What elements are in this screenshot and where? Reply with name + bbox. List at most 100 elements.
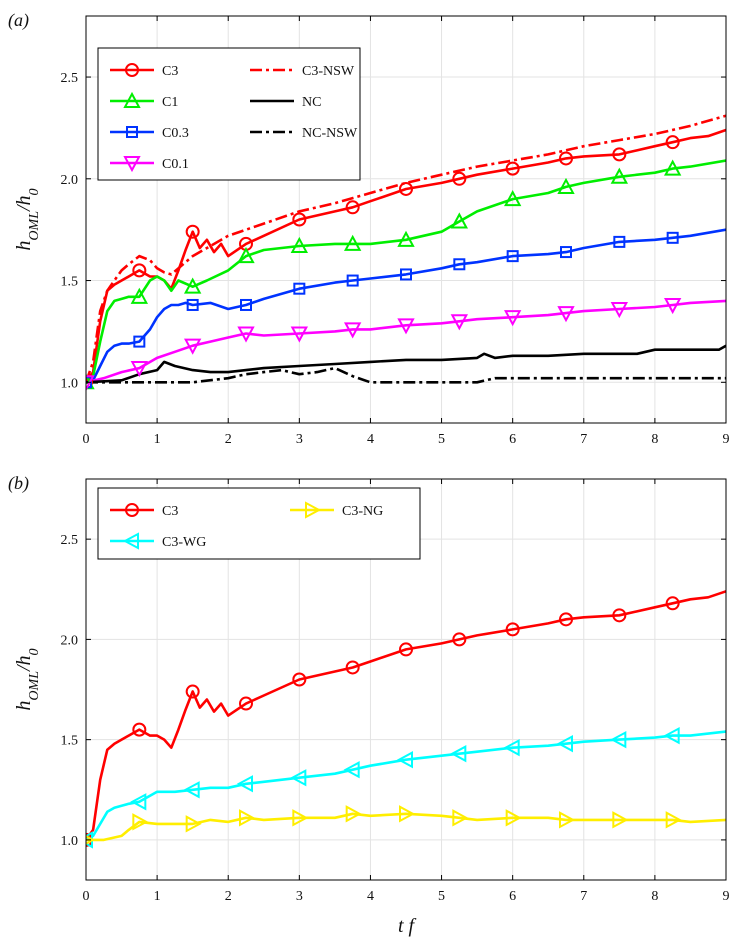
data-point-c3-ng [399, 805, 416, 823]
axes-frame [85, 478, 727, 881]
x-tick-label: 1 [154, 432, 161, 447]
series-line-c0-1 [86, 299, 726, 384]
x-tick-label: 6 [509, 889, 516, 904]
data-point-c1 [290, 236, 309, 253]
data-point-c0-3 [293, 282, 306, 295]
y-tick-label: 1.5 [61, 734, 79, 749]
x-tick-label: 8 [651, 889, 658, 904]
data-point-c3-wg [663, 726, 680, 745]
x-tick-label: 9 [723, 432, 729, 447]
data-point-c3 [452, 171, 467, 186]
data-point-c3 [559, 151, 573, 166]
x-tick-label: 7 [580, 432, 587, 447]
x-tick-label: 4 [367, 889, 374, 904]
data-point-c3-ng [345, 805, 362, 823]
legend-marker-c0-3 [126, 126, 138, 138]
y-tick-label: 2.5 [61, 533, 79, 548]
x-tick-label: 4 [367, 432, 374, 447]
data-point-c0-3 [560, 246, 572, 259]
data-point-c0-1 [130, 361, 149, 378]
series-group [86, 590, 726, 849]
data-point-c3-wg [396, 751, 413, 769]
legend-marker-c3-ng [305, 501, 322, 519]
x-tick-label: 7 [580, 889, 587, 904]
data-point-c0-1 [610, 302, 629, 319]
legend-marker-c1 [123, 91, 141, 108]
data-point-c0-3 [240, 298, 252, 311]
data-point-c0-3 [613, 235, 626, 248]
panel-a: 0 1 2 3 4 5 6 7 8 9 1.0 1.5 2.0 2.5 (a) hOML/h0 C3 C3-NSW… [8, 10, 729, 447]
x-tick-label: 1 [154, 889, 161, 904]
legend-label-c3-ng: C3-NG [342, 504, 383, 519]
x-tick-label: 0 [83, 889, 90, 904]
legend-label-c0-1: C0.1 [162, 157, 189, 172]
data-point-c3 [665, 596, 680, 611]
x-tick-label: 6 [509, 432, 516, 447]
data-point-c3 [452, 632, 467, 647]
legend-marker-c0-1 [123, 156, 141, 173]
data-point-c3-ng [505, 809, 522, 827]
data-point-c3 [345, 200, 360, 215]
data-point-c0-1 [663, 297, 682, 315]
series-line-c3-wg [86, 730, 726, 842]
axes-frame [85, 15, 727, 424]
data-point-c0-3 [453, 258, 466, 271]
x-tick-label: 8 [651, 432, 658, 447]
data-point-c0-1 [450, 314, 469, 331]
data-point-c3 [132, 722, 147, 737]
x-tick-label: 3 [296, 432, 303, 447]
data-point-c3 [665, 135, 680, 150]
panel-b: 0 1 2 3 4 5 6 7 8 9 1.0 1.5 2.0 2.5 (b) hOML/h0 t f C3 C3-… [8, 473, 729, 937]
x-tick-label: 2 [225, 432, 232, 447]
data-point-c1 [237, 247, 255, 264]
data-point-c1 [450, 212, 469, 229]
data-point-c0-1 [290, 326, 309, 343]
series-line-c0-3 [86, 228, 726, 384]
data-point-c3-ng [292, 809, 309, 827]
data-point-c3-wg [236, 775, 253, 793]
data-point-c3 [559, 612, 573, 627]
data-point-c3-ng [132, 813, 149, 831]
legend: C3 C3-NG C3-WG [97, 487, 421, 560]
data-point-c0-3 [186, 298, 199, 311]
data-point-c3-ng [239, 809, 256, 827]
data-point-c1 [183, 277, 202, 294]
data-point-c3 [132, 263, 147, 278]
x-tick-label: 2 [225, 889, 232, 904]
y-tick-label: 1.0 [61, 834, 79, 849]
series-line-nc-nsw [86, 366, 726, 384]
legend-marker-c3 [125, 503, 139, 517]
legend-label-c0-3: C0.3 [162, 126, 189, 141]
legend-label-c3-nsw: C3-NSW [302, 64, 355, 79]
legend-label-nc-nsw: NC-NSW [302, 126, 358, 141]
legend-label-c3-wg: C3-WG [162, 535, 206, 550]
data-point-c3 [399, 181, 413, 196]
series-line-c1 [86, 159, 726, 384]
data-point-c3 [399, 642, 413, 657]
data-point-c3-wg [503, 738, 520, 757]
data-point-c3-wg [130, 793, 147, 811]
y-tick-label: 1.0 [61, 376, 79, 391]
data-point-c1 [557, 177, 575, 194]
y-axis-label: hOML/h0 [13, 648, 42, 710]
data-point-c1 [343, 234, 362, 251]
data-point-c0-3 [666, 231, 679, 244]
data-point-c3-wg [290, 769, 307, 787]
data-point-c0-1 [503, 310, 522, 327]
legend: C3 C3-NSW C1 NC C0.3 NC-NSW C0.1 [97, 47, 361, 181]
series-group [86, 114, 726, 392]
data-point-c3-wg [450, 745, 467, 763]
data-point-c3-ng [665, 811, 682, 829]
panel-label: (b) [8, 473, 29, 494]
data-point-c1 [503, 190, 522, 207]
data-point-c3 [505, 622, 520, 637]
y-tick-label: 1.5 [61, 275, 79, 290]
x-axis-label: t f [398, 915, 417, 937]
legend-label-c3: C3 [162, 504, 178, 519]
data-point-c0-3 [506, 250, 519, 263]
data-point-c0-1 [343, 322, 362, 339]
x-tick-label: 5 [438, 889, 445, 904]
data-point-c3-ng [559, 811, 576, 829]
data-point-c3 [612, 147, 627, 162]
data-point-c3-ng [452, 809, 469, 827]
